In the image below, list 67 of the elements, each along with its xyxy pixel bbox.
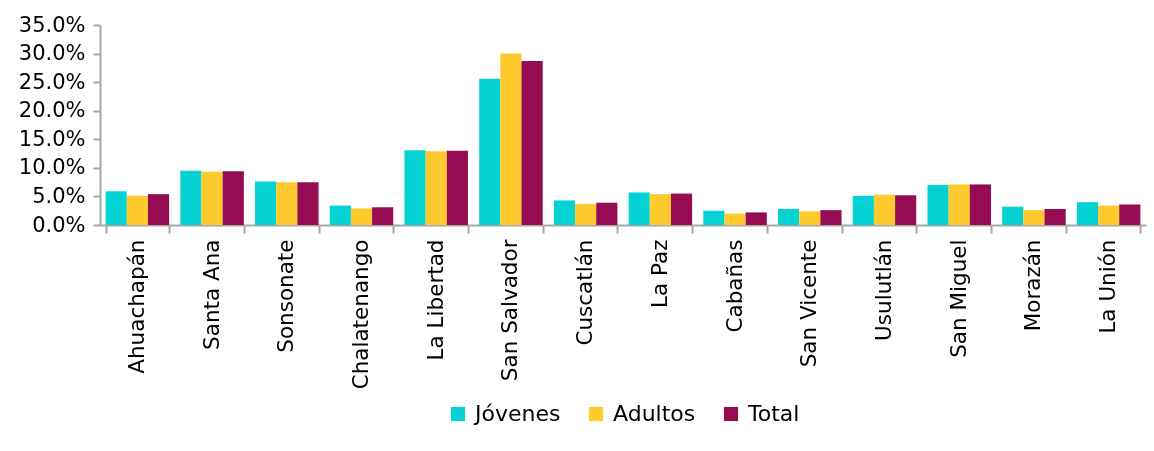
x-tick-label: San Salvador [497, 239, 523, 382]
bar [703, 210, 725, 225]
bar [852, 195, 874, 225]
bar [180, 170, 202, 225]
bar [1076, 202, 1099, 225]
bar [596, 202, 618, 225]
bar [1098, 205, 1120, 225]
x-tick-label: La Libertad [422, 239, 448, 361]
x-tick-label: Chalatenango [348, 239, 373, 390]
bar [105, 191, 127, 225]
x-tick-label: Ahuachapán [123, 239, 149, 374]
y-tick-label: 10.0% [18, 155, 86, 180]
bar [126, 195, 148, 225]
bar [479, 78, 501, 225]
y-tick-label: 5.0% [32, 183, 86, 208]
x-tick-label: La Paz [646, 239, 672, 308]
bar [969, 184, 991, 225]
x-tick-label: Cabañas [721, 239, 747, 333]
bar [628, 192, 650, 225]
bar [297, 182, 319, 225]
bar [147, 194, 170, 225]
x-tick-label: La Unión [1095, 239, 1121, 334]
bar [1044, 209, 1066, 225]
legend-label: Adultos [613, 401, 696, 426]
bar [799, 211, 821, 225]
bar [873, 194, 896, 225]
x-tick-label: Sonsonate [273, 239, 299, 353]
bar [724, 213, 746, 225]
bar [670, 193, 693, 225]
bar [372, 207, 394, 225]
bar [201, 171, 223, 225]
bar [1023, 210, 1045, 225]
bar [446, 150, 468, 225]
legend-label: Total [747, 401, 800, 426]
x-tick-label: Usulutlán [871, 239, 896, 341]
bar [895, 195, 917, 225]
x-tick-label: Morazán [1020, 239, 1046, 332]
bar [521, 61, 543, 225]
bar [745, 212, 767, 225]
y-tick-label: 15.0% [18, 126, 86, 151]
y-tick-label: 25.0% [18, 69, 86, 94]
y-tick-label: 0.0% [32, 212, 86, 237]
y-tick-label: 20.0% [18, 98, 86, 123]
legend-label: Jóvenes [473, 401, 561, 426]
x-tick-label: Cuscatlán [572, 239, 598, 346]
bar [1119, 204, 1141, 225]
y-tick-label: 35.0% [18, 12, 86, 37]
y-tick-label: 30.0% [18, 41, 86, 66]
bar [329, 205, 351, 225]
bar [404, 150, 426, 225]
bar [948, 184, 970, 225]
bar [778, 209, 800, 225]
bar [255, 181, 277, 225]
bar [927, 185, 949, 225]
bar [425, 151, 447, 225]
bar [276, 182, 298, 225]
bar [222, 171, 244, 225]
bar [575, 203, 597, 225]
x-tick-label: San Miguel [945, 239, 971, 358]
bar [553, 200, 576, 225]
bar [500, 53, 522, 225]
x-tick-label: Santa Ana [198, 239, 224, 350]
bar [1002, 206, 1024, 225]
x-tick-label: San Vicente [796, 239, 822, 368]
bar [350, 208, 373, 225]
bar [649, 194, 671, 225]
bar [820, 210, 842, 225]
